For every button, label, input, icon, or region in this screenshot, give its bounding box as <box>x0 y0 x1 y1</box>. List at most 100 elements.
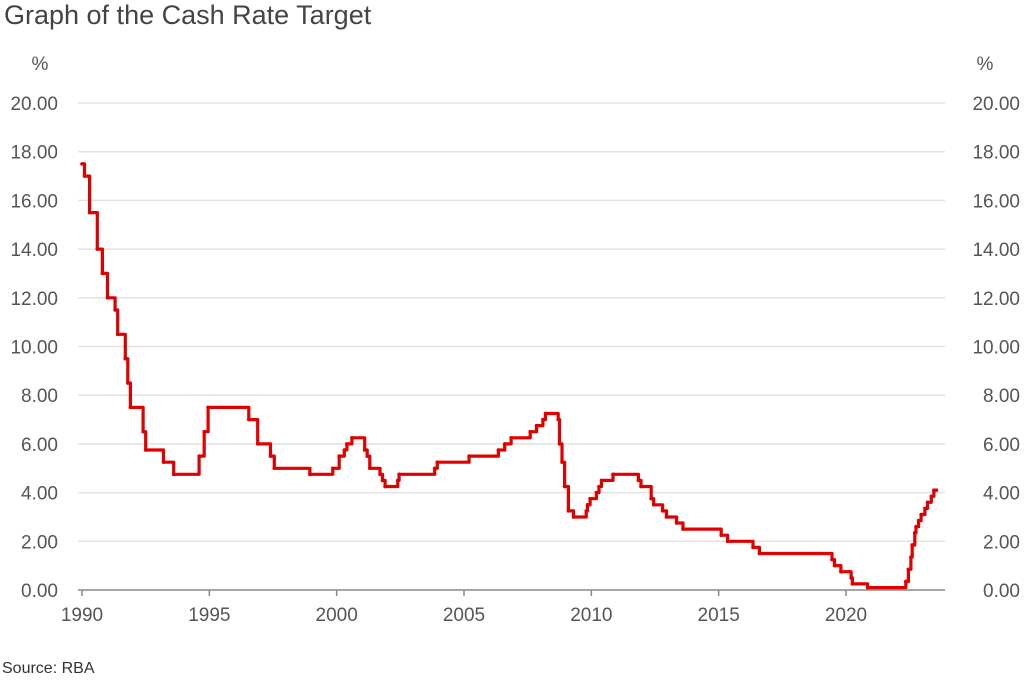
data-point <box>100 271 105 276</box>
data-point <box>664 515 669 519</box>
data-point <box>380 478 385 483</box>
data-point <box>365 454 370 458</box>
data-point <box>929 494 934 499</box>
data-point <box>832 563 837 568</box>
chart-title: Graph of the Cash Rate Target <box>4 0 372 30</box>
data-point <box>362 448 367 452</box>
data-point <box>571 515 576 519</box>
data-point <box>681 527 685 531</box>
data-point <box>649 496 653 501</box>
y-tick-left: 12.00 <box>10 289 58 310</box>
y-unit-left: % <box>32 54 49 75</box>
data-point <box>566 509 571 513</box>
data-point <box>597 484 601 489</box>
data-point <box>916 518 921 523</box>
data-point <box>350 436 354 440</box>
x-tick-label: 2000 <box>316 605 358 626</box>
data-point <box>934 488 939 492</box>
data-point <box>865 585 870 590</box>
y-tick-right: 2.00 <box>983 532 1020 553</box>
data-point <box>906 567 911 572</box>
data-point <box>639 484 643 489</box>
data-point <box>502 442 507 446</box>
y-tick-left: 16.00 <box>10 191 58 212</box>
data-point <box>202 429 207 434</box>
x-tick-label: 1995 <box>188 605 230 626</box>
data-point <box>345 442 349 446</box>
cash-rate-line <box>82 162 937 590</box>
data-point <box>206 405 210 410</box>
data-point <box>141 429 145 434</box>
data-point <box>725 539 730 544</box>
source-note: Source: RBA <box>2 660 95 677</box>
data-point <box>197 454 201 458</box>
data-point <box>432 466 437 471</box>
data-point <box>331 466 335 471</box>
data-point <box>126 381 130 385</box>
data-point <box>910 543 915 547</box>
data-point <box>383 484 387 489</box>
y-tick-right: 18.00 <box>972 143 1020 164</box>
data-point <box>115 332 120 337</box>
data-point <box>914 524 918 529</box>
data-point <box>830 557 834 562</box>
data-point <box>599 478 604 483</box>
x-tick-label: 1990 <box>61 605 103 626</box>
data-point <box>272 466 277 471</box>
data-point <box>932 488 936 492</box>
y-tick-right: 8.00 <box>983 386 1020 407</box>
data-point <box>919 512 923 517</box>
data-point <box>594 490 599 495</box>
data-point <box>562 484 567 489</box>
data-point <box>719 533 724 538</box>
data-point <box>509 436 513 440</box>
data-point <box>543 411 548 416</box>
data-point <box>757 551 762 556</box>
data-point <box>113 308 117 312</box>
data-point <box>87 210 92 215</box>
y-tick-right: 10.00 <box>972 338 1020 359</box>
data-point <box>105 296 110 300</box>
data-point <box>585 502 590 507</box>
data-point <box>123 356 128 361</box>
y-tick-left: 20.00 <box>10 94 58 115</box>
y-tick-right: 0.00 <box>983 581 1020 602</box>
data-point <box>839 569 843 574</box>
x-tick-label: 2020 <box>825 605 867 626</box>
y-tick-left: 6.00 <box>21 435 58 456</box>
data-point <box>849 576 853 580</box>
x-tick-label: 2015 <box>698 605 740 626</box>
data-point <box>541 417 545 422</box>
data-point <box>534 423 539 428</box>
y-tick-left: 18.00 <box>10 143 58 164</box>
data-point <box>247 417 251 422</box>
data-point <box>588 496 592 501</box>
data-point <box>128 405 133 410</box>
data-point <box>925 500 930 505</box>
data-point <box>397 472 401 477</box>
y-tick-left: 0.00 <box>21 581 58 602</box>
y-tick-left: 4.00 <box>21 484 58 505</box>
data-point <box>556 417 561 422</box>
data-point <box>751 545 755 550</box>
data-point <box>904 579 908 584</box>
data-point <box>528 429 533 434</box>
data-point <box>584 509 589 513</box>
y-tick-right: 14.00 <box>972 240 1020 261</box>
y-tick-right: 16.00 <box>972 191 1020 212</box>
data-point <box>367 466 372 471</box>
data-point <box>909 555 913 559</box>
data-point <box>308 472 312 477</box>
y-tick-left: 10.00 <box>10 338 58 359</box>
data-point <box>611 472 615 477</box>
y-tick-left: 8.00 <box>21 386 58 407</box>
data-point <box>95 247 100 251</box>
y-unit-right: % <box>977 54 994 75</box>
data-point <box>342 448 347 452</box>
data-point <box>636 478 641 483</box>
data-point <box>923 506 927 511</box>
data-point <box>557 442 562 446</box>
data-point <box>651 502 656 507</box>
data-point <box>268 454 273 458</box>
